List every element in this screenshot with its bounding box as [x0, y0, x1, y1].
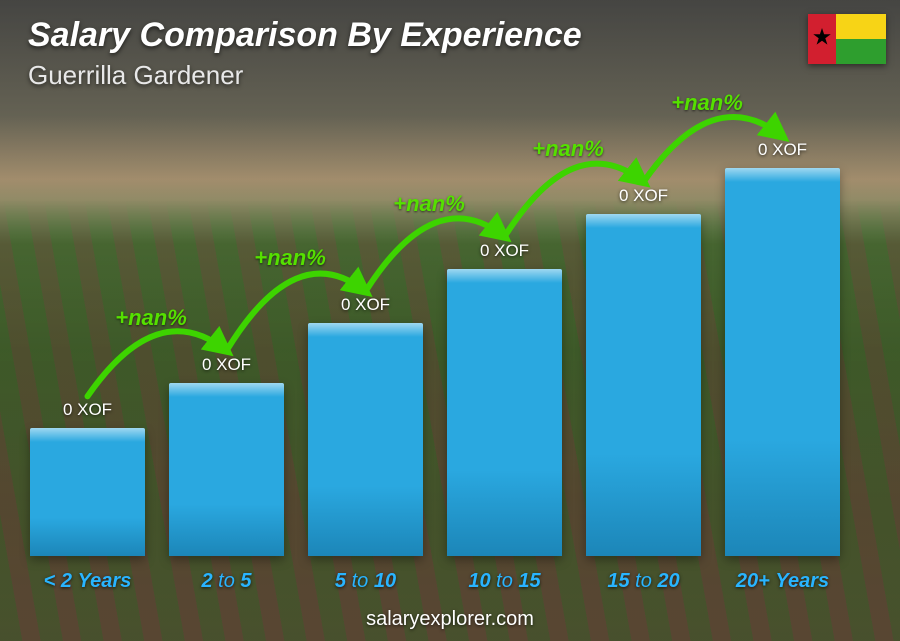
bar-wrap: 0 XOF	[586, 214, 701, 556]
page-subtitle: Guerrilla Gardener	[28, 60, 243, 91]
x-axis-label: 20+ Years	[725, 570, 840, 593]
bar-value-label: 0 XOF	[480, 241, 529, 261]
bar-wrap: 0 XOF	[447, 269, 562, 556]
page-title: Salary Comparison By Experience	[28, 16, 582, 55]
bar-value-label: 0 XOF	[619, 186, 668, 206]
page-root: Salary Comparison By Experience Guerrill…	[0, 0, 900, 641]
bar-wrap: 0 XOF	[30, 428, 145, 556]
x-axis-label: < 2 Years	[30, 570, 145, 593]
bar: 0 XOF	[586, 214, 701, 556]
x-axis-labels: < 2 Years 2 to 5 5 to 10 10 to 15 15 to 20 20…	[30, 570, 840, 593]
bar-value-label: 0 XOF	[63, 400, 112, 420]
bar-value-label: 0 XOF	[758, 140, 807, 160]
bar-wrap: 0 XOF	[725, 168, 840, 556]
bar-chart: 0 XOF0 XOF0 XOF0 XOF0 XOF0 XOF	[30, 100, 840, 556]
bar: 0 XOF	[725, 168, 840, 556]
bar: 0 XOF	[447, 269, 562, 556]
x-axis-label: 10 to 15	[447, 570, 562, 593]
country-flag-icon	[808, 14, 886, 64]
bar: 0 XOF	[169, 383, 284, 556]
bar: 0 XOF	[308, 323, 423, 556]
x-axis-label: 2 to 5	[169, 570, 284, 593]
bar-wrap: 0 XOF	[169, 383, 284, 556]
bar-wrap: 0 XOF	[308, 323, 423, 556]
bar-value-label: 0 XOF	[341, 295, 390, 315]
x-axis-label: 5 to 10	[308, 570, 423, 593]
bar-value-label: 0 XOF	[202, 355, 251, 375]
bar: 0 XOF	[30, 428, 145, 556]
x-axis-label: 15 to 20	[586, 570, 701, 593]
footer-attribution: salaryexplorer.com	[0, 608, 900, 631]
